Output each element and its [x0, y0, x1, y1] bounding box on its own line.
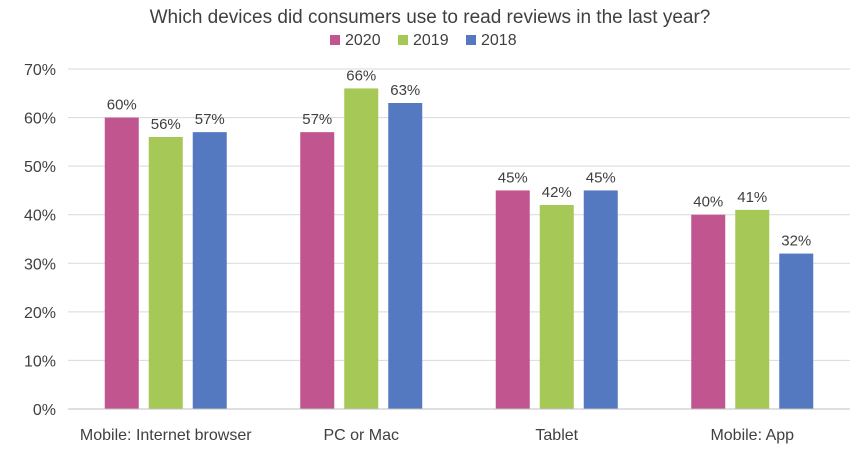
- y-tick-label: 70%: [24, 62, 56, 79]
- data-label: 32%: [781, 233, 811, 250]
- y-tick-label: 10%: [24, 353, 56, 370]
- data-label: 63%: [390, 82, 420, 99]
- bar-2020-2: [495, 190, 530, 409]
- data-label: 57%: [195, 111, 225, 128]
- y-tick-label: 50%: [24, 159, 56, 176]
- legend-swatch-2018: [466, 35, 476, 45]
- x-category-label: Mobile: Internet browser: [80, 427, 252, 444]
- data-label: 40%: [693, 194, 723, 211]
- chart-title: Which devices did consumers use to read …: [150, 7, 711, 28]
- bar-2019-1: [344, 88, 379, 409]
- x-axis-categories: Mobile: Internet browser PC or Mac Tablet M…: [80, 427, 794, 444]
- gridlines: [68, 68, 850, 361]
- data-label: 45%: [498, 169, 528, 186]
- x-category-label: PC or Mac: [323, 427, 399, 444]
- legend-swatch-2020: [330, 35, 340, 45]
- bar-2019-2: [539, 205, 574, 409]
- bar-2019-3: [735, 209, 770, 409]
- y-tick-label: 0%: [33, 402, 56, 419]
- x-category-label: Tablet: [535, 427, 578, 444]
- bars: [104, 88, 814, 410]
- y-tick-label: 60%: [24, 111, 56, 128]
- data-label: 66%: [346, 67, 376, 84]
- data-label: 56%: [151, 116, 181, 133]
- legend-label: 2019: [413, 32, 449, 49]
- bar-2019-0: [148, 137, 183, 409]
- data-label: 57%: [302, 111, 332, 128]
- bar-2020-1: [300, 132, 335, 409]
- x-category-label: Mobile: App: [710, 427, 794, 444]
- bar-2020-3: [691, 214, 726, 409]
- data-label: 60%: [107, 97, 137, 114]
- y-axis-ticks: 0% 10% 20% 30% 40% 50% 60% 70%: [24, 62, 56, 419]
- legend: 2020 2019 2018: [330, 32, 517, 49]
- legend-label: 2020: [345, 32, 381, 49]
- data-label: 41%: [737, 189, 767, 206]
- legend-swatch-2019: [398, 35, 408, 45]
- data-label: 42%: [542, 184, 572, 201]
- legend-label: 2018: [481, 32, 517, 49]
- y-tick-label: 40%: [24, 208, 56, 225]
- bar-2018-3: [779, 253, 814, 409]
- bar-2018-2: [583, 190, 618, 409]
- data-label: 45%: [586, 169, 616, 186]
- data-labels: 60% 56% 57% 57% 66% 63% 45% 42% 45% 40% 41% 32%: [107, 67, 812, 249]
- y-tick-label: 20%: [24, 305, 56, 322]
- bar-2018-0: [192, 132, 227, 409]
- y-tick-label: 30%: [24, 256, 56, 273]
- bar-2020-0: [104, 117, 139, 410]
- bar-2018-1: [388, 103, 423, 409]
